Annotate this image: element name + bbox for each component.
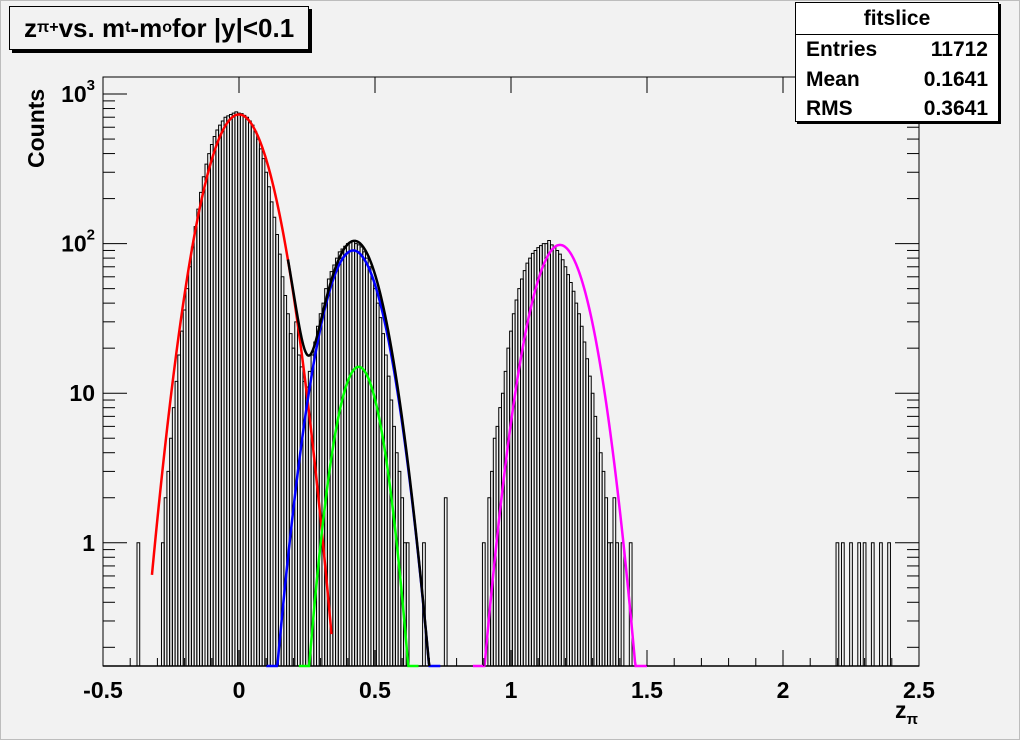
histogram-bin <box>862 542 867 666</box>
y-tick-label-exponent: 2 <box>87 227 95 244</box>
histogram-bin <box>443 497 448 666</box>
histogram-bin <box>870 542 875 666</box>
y-tick-label: 10 <box>69 380 95 406</box>
histogram-bin <box>620 542 625 666</box>
fit-curves <box>150 113 647 668</box>
title-dash: -m <box>130 12 163 43</box>
x-tick-label: 1 <box>505 677 518 703</box>
x-tick-label: 0 <box>233 677 246 703</box>
title-z: z <box>24 12 37 43</box>
y-tick-label-base: 1 <box>82 530 95 556</box>
x-tick-label: 2 <box>777 677 790 703</box>
stats-row-mean: Mean 0.1641 <box>796 65 998 95</box>
x-tick-label: -0.5 <box>83 677 123 703</box>
y-tick-label: 1 <box>82 530 95 556</box>
histogram-bin <box>857 542 862 666</box>
histogram-bin <box>615 542 619 666</box>
stats-label: Mean <box>806 67 860 91</box>
y-tick-label-base: 10 <box>61 81 87 107</box>
histogram-bin <box>835 542 840 666</box>
histogram-bin <box>481 542 486 666</box>
stats-row-rms: RMS 0.3641 <box>796 94 998 124</box>
histogram-bin <box>887 542 891 666</box>
title-o-subscript: o <box>162 19 172 36</box>
histogram-bin <box>840 542 845 666</box>
x-axis-label-sub: π <box>907 711 919 728</box>
stats-box: fitslice Entries 11712 Mean 0.1641 RMS 0… <box>795 2 999 122</box>
title-mid: vs. m <box>58 12 126 43</box>
title-z-subscript: π+ <box>37 19 59 36</box>
title-tail: for |y|<0.1 <box>171 12 295 43</box>
x-axis-label-main: z <box>895 697 907 723</box>
stats-row-entries: Entries 11712 <box>796 35 998 65</box>
y-tick-label-base: 10 <box>61 231 87 257</box>
stats-label: Entries <box>806 38 878 61</box>
fit-curve <box>286 239 431 667</box>
fit-curve <box>150 113 333 635</box>
stats-value: 0.3641 <box>923 97 988 120</box>
plot-title: z π+ vs. m t -m o for |y|<0.1 <box>9 6 310 50</box>
histogram-bin <box>405 542 410 666</box>
plot-frame <box>102 76 920 667</box>
fit-curve <box>472 243 647 668</box>
stats-box-name: fitslice <box>796 3 998 35</box>
y-tick-label-exponent: 3 <box>87 77 95 94</box>
y-tick-label: 103 <box>61 77 95 107</box>
stats-label: RMS <box>806 97 853 120</box>
x-tick-label: 0.5 <box>359 677 391 703</box>
x-axis: -0.5 0 0.5 1 1.5 2 2.5 <box>83 77 935 703</box>
y-axis-label: Counts <box>23 89 49 168</box>
title-t-subscript: t <box>125 19 131 36</box>
x-tick-label: 2.5 <box>903 677 935 703</box>
fit-curve <box>298 365 419 668</box>
histogram-series <box>103 111 919 667</box>
stats-value: 11712 <box>930 38 988 61</box>
stats-value: 0.1641 <box>923 67 988 91</box>
y-tick-label: 102 <box>61 227 95 257</box>
x-tick-label: 1.5 <box>631 677 663 703</box>
histogram-bin <box>136 542 141 666</box>
x-axis-label: zπ <box>895 697 919 728</box>
histogram-bin <box>879 542 883 666</box>
y-tick-label-base: 10 <box>69 380 95 406</box>
histogram-bin <box>849 542 853 666</box>
